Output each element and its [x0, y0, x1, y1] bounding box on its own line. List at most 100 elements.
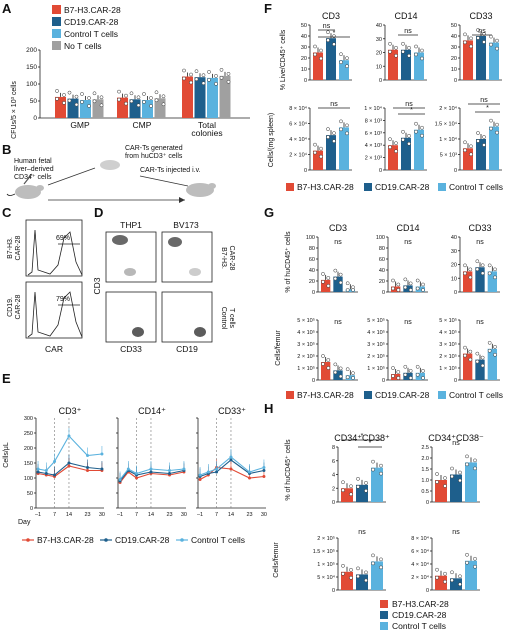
- f-sig-label: ns: [478, 28, 486, 35]
- e-legend-label: Control T cells: [191, 535, 245, 545]
- a-point: [189, 80, 193, 85]
- g1-point: [408, 281, 413, 286]
- h-ylabel-top: % of huCD45⁺ cells: [285, 439, 292, 501]
- f1-ytick-label: 30: [376, 37, 382, 43]
- g1-point: [403, 285, 408, 290]
- f2-point: [482, 40, 486, 44]
- d-plot-4: [161, 291, 213, 343]
- g0-ytick-label: 60: [309, 257, 315, 263]
- g5-point: [468, 357, 473, 362]
- a-point: [129, 91, 134, 96]
- f3-point: [332, 139, 336, 143]
- g-ylabel-bot: Cells/femur: [275, 330, 282, 366]
- a-point: [161, 94, 166, 99]
- h0-point: [379, 463, 383, 468]
- f4-point: [407, 141, 411, 146]
- h3-point: [458, 582, 462, 587]
- a-point: [80, 92, 84, 96]
- g2-ytick-label: 30: [451, 249, 457, 255]
- g2-point: [487, 263, 492, 268]
- g4-point: [403, 364, 408, 369]
- g3-ytick-label: 2 × 10⁵: [297, 353, 315, 360]
- f0-bar: [313, 52, 323, 80]
- h3-point: [458, 574, 462, 579]
- g0-point: [351, 288, 355, 292]
- e-xtick-label: 23: [84, 512, 90, 518]
- g4-bar: [403, 372, 413, 380]
- a-point: [194, 69, 199, 74]
- d-row2-label-a: Control: [220, 307, 227, 330]
- f1-point: [401, 41, 405, 46]
- g4-bar: [391, 374, 401, 380]
- f0-ytick-label: 40: [301, 34, 307, 40]
- g4-point: [396, 376, 401, 380]
- f4-ytick-label: 1 × 10⁴: [364, 105, 382, 112]
- a-bar: [117, 97, 128, 118]
- f5-point: [495, 122, 499, 127]
- panel-letter-b: B: [2, 142, 11, 157]
- a-point: [154, 98, 159, 103]
- f5-point: [476, 139, 480, 143]
- e-legend-marker: [104, 538, 108, 542]
- e-series-line: [119, 469, 185, 482]
- a-bar: [182, 76, 193, 118]
- arrowhead-icon: [179, 197, 185, 203]
- h1-point: [443, 484, 447, 488]
- mouse-tail-icon: [6, 193, 16, 196]
- h2-ytick-label: 5 × 10⁴: [317, 574, 335, 581]
- f3-point: [313, 150, 317, 155]
- g-sig-label: ns: [334, 239, 342, 246]
- f0-point: [319, 56, 323, 61]
- f2-point: [463, 32, 467, 37]
- h-legend-label: Control T cells: [392, 621, 446, 631]
- f0-bar: [326, 38, 336, 80]
- h0-bar: [371, 467, 383, 502]
- f3-ytick-label: 0: [304, 168, 307, 174]
- h-sig-label: ns: [358, 529, 366, 536]
- panel-a-legend: B7-H3.CAR-28 CD19.CAR-28 Control T cells…: [52, 5, 121, 51]
- f1-point: [414, 52, 418, 57]
- c-row1-label-b: CAR-28: [15, 235, 22, 260]
- g-sig-label: ns: [404, 239, 412, 246]
- f0-ytick-label: 10: [301, 67, 307, 73]
- h1-ytick-label: 2.0: [421, 456, 429, 462]
- a-point: [87, 104, 91, 108]
- h2-point: [356, 566, 360, 571]
- f4-point: [407, 133, 411, 138]
- f4-bar: [388, 145, 398, 170]
- g1-point: [391, 278, 395, 283]
- g2-point: [475, 267, 480, 272]
- a-point: [226, 71, 231, 76]
- c-hist-frame-1: [25, 219, 83, 277]
- f0-point: [339, 52, 343, 57]
- c-row2-label-a: CD19.: [7, 297, 14, 317]
- h-sig-label: *: [361, 433, 364, 440]
- f3-point: [332, 131, 336, 135]
- f3-point: [345, 123, 349, 128]
- f5-bar: [463, 148, 473, 170]
- c-pct-2: 79%: [56, 296, 70, 303]
- g0-point: [321, 272, 325, 276]
- f2-ytick-label: 20: [451, 56, 457, 62]
- a-point: [219, 67, 224, 72]
- g3-ytick-label: 4 × 10⁵: [297, 329, 315, 336]
- f5-point: [495, 130, 499, 135]
- d-xlabel-cd19: CD19: [176, 344, 198, 354]
- f2-bar: [476, 36, 486, 80]
- f-sig-label: *: [333, 30, 336, 37]
- h3-ytick-label: 8 × 10⁴: [411, 535, 429, 542]
- f4-point: [414, 121, 418, 126]
- panel-a-ylabel: CFUs/5 × 10³ cells: [11, 81, 18, 139]
- c-row1-label-a: B7-H3.: [7, 237, 14, 259]
- e-xtick-label: 7: [53, 512, 56, 518]
- f4-ytick-label: 8 × 10³: [365, 118, 382, 124]
- h2-point: [379, 565, 383, 570]
- b-text1-line3: CD34⁺ cells: [14, 174, 52, 181]
- h0-title: CD34⁺CD38⁺: [334, 433, 390, 443]
- legend-swatch-cd19: [52, 17, 61, 26]
- h2-point: [371, 553, 375, 558]
- g3-point: [321, 354, 325, 358]
- a-point: [219, 75, 224, 80]
- g4-point: [415, 372, 420, 377]
- g5-point: [493, 344, 497, 349]
